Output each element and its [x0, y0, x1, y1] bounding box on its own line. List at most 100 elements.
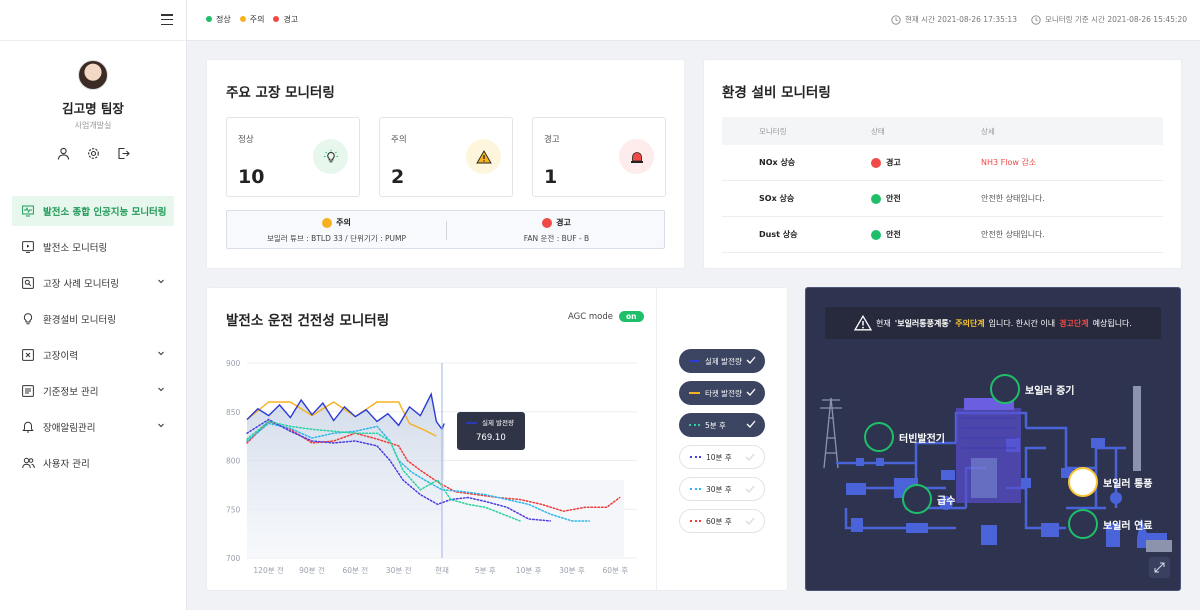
fuel-icon	[1068, 509, 1098, 539]
diagram-label-boiler-draft[interactable]: 보일러 통풍	[1068, 467, 1152, 497]
col-header: 상세	[981, 126, 995, 136]
y-tick-label: 800	[226, 457, 241, 466]
diagram-label-feedwater[interactable]: 급수	[902, 484, 955, 514]
col-header: 상태	[871, 126, 885, 136]
fault-summary-warning[interactable]: 경고 FAN 운전 : BUF - B	[447, 211, 666, 250]
siren-icon	[619, 139, 654, 174]
series-toggle-0[interactable]: 실제 발전량	[679, 349, 765, 373]
health-chart[interactable]: 900 850 800 750 700 120분 전 90분 전 60분 전 30분 전 현재 5분…	[207, 288, 656, 590]
fault-box-warning[interactable]: 경고 1	[532, 117, 666, 197]
logout-icon[interactable]	[117, 147, 130, 160]
check-icon	[745, 485, 755, 493]
agc-toggle[interactable]: on	[619, 311, 644, 322]
row-status: 안전	[833, 229, 944, 240]
x-tick-label: 5분 후	[475, 566, 496, 575]
chevron-down-icon[interactable]	[157, 385, 165, 393]
sidebar-item-label: 장애알림관리	[43, 423, 96, 434]
fault-box-normal[interactable]: 정상 10	[226, 117, 360, 197]
user-name: 김고명 팀장	[62, 101, 124, 116]
series-toggle-3[interactable]: 10분 후	[679, 445, 765, 469]
table-row[interactable]: NOx 상승 경고 NH3 Flow 감소	[722, 145, 1163, 181]
sidebar-item-fault-case[interactable]: 고장 사례 모니터링	[12, 268, 174, 298]
series-label: 30분 후	[706, 484, 732, 494]
series-swatch	[689, 360, 700, 362]
series-line-5	[246, 420, 621, 512]
fault-title: 주요 고장 모니터링	[226, 85, 335, 101]
row-item: SOx 상승	[759, 194, 795, 203]
table-row[interactable]: SOx 상승 안전 안전한 상태입니다.	[722, 181, 1163, 217]
warning-face-icon	[542, 217, 553, 228]
current-time: 현재 시간 2021-08-26 17:35:13	[891, 14, 1017, 25]
series-toggle-4[interactable]: 30분 후	[679, 477, 765, 501]
chevron-down-icon[interactable]	[157, 349, 165, 357]
row-item: Dust 상승	[759, 230, 798, 239]
fault-box-count: 1	[544, 166, 558, 188]
fault-summary-caution[interactable]: 주의 보일러 튜브 : BTLD 33 / 단위기기 : PUMP	[227, 211, 446, 250]
legend-caution: 주의	[239, 14, 264, 25]
plant-diagram-card: 현재 '보일러통풍계통' 주의단계 입니다. 한시간 이내 경고단계 예상됩니다…	[806, 288, 1180, 590]
series-label: 60분 후	[706, 516, 732, 526]
tooltip	[457, 412, 525, 450]
topbar: 정상 주의 경고 현재 시간 2021-08-26 17:35:13 모니터링 …	[187, 0, 1200, 41]
sidebar-item-users[interactable]: 사용자 관리	[12, 448, 174, 478]
check-icon	[746, 420, 756, 428]
warning-icon	[854, 315, 873, 331]
tooltip-value: 769.10	[476, 433, 506, 443]
x-tick-label: 60분 전	[342, 565, 368, 575]
sidebar-item-fault-history[interactable]: 고장이력	[12, 340, 174, 370]
agc-label: AGC mode	[568, 311, 613, 322]
fault-box-label: 주의	[391, 135, 407, 145]
fault-box-label: 정상	[238, 135, 254, 145]
series-toggle-2[interactable]: 5분 후	[679, 413, 765, 437]
notice-warn: 경고단계	[1059, 318, 1089, 328]
diagram-label-boiler-fuel[interactable]: 보일러 연료	[1068, 509, 1152, 539]
ops-title: 발전소 운전 건전성 모니터링	[226, 313, 390, 329]
caution-face-icon	[322, 217, 333, 228]
env-title: 환경 설비 모니터링	[722, 85, 831, 101]
lightbulb-icon	[313, 139, 348, 174]
check-icon	[745, 453, 755, 461]
sidebar-item-alarm[interactable]: 장애알림관리	[12, 412, 174, 442]
table-row[interactable]: Dust 상승 안전 안전한 상태입니다.	[722, 217, 1163, 253]
diagram-label-boiler-steam[interactable]: 보일러 증기	[990, 374, 1074, 404]
monitoring-time: 모니터링 기준 시간 2021-08-26 15:45:20	[1031, 14, 1187, 25]
time-info: 현재 시간 2021-08-26 17:35:13 모니터링 기준 시간 202…	[891, 14, 1187, 25]
monitor-wave-icon	[22, 205, 34, 217]
sidebar-item-env-monitoring[interactable]: 환경설비 모니터링	[12, 304, 174, 334]
sidebar-item-label: 환경설비 모니터링	[43, 315, 116, 326]
fault-box-label: 경고	[544, 135, 560, 145]
sidebar-item-plant-monitoring[interactable]: 발전소 모니터링	[12, 232, 174, 262]
sidebar-item-ai-monitoring[interactable]: 발전소 종합 인공지능 모니터링	[12, 196, 174, 226]
sidebar-item-reference-info[interactable]: 기준정보 관리	[12, 376, 174, 406]
users-icon	[22, 457, 35, 469]
diagram-label-turbine[interactable]: 터빈발전기	[864, 422, 945, 452]
fault-summary-detail: FAN 운전 : BUF - B	[523, 234, 590, 243]
sidebar-header	[0, 0, 186, 41]
user-icon[interactable]	[57, 147, 70, 160]
check-icon	[746, 388, 756, 396]
chevron-down-icon[interactable]	[157, 277, 165, 285]
series-swatch	[690, 456, 701, 458]
chevron-down-icon[interactable]	[157, 421, 165, 429]
series-toggle-1[interactable]: 타켓 발전량	[679, 381, 765, 405]
user-profile: 김고명 팀장 사업개발실	[0, 41, 186, 160]
y-tick-label: 850	[226, 408, 241, 417]
fault-box-caution[interactable]: 주의 2	[379, 117, 513, 197]
search-doc-icon	[22, 277, 34, 289]
series-swatch	[690, 520, 701, 522]
row-detail: 안전한 상태입니다.	[981, 194, 1045, 203]
check-icon	[745, 517, 755, 525]
gear-icon[interactable]	[87, 147, 100, 160]
row-detail: 안전한 상태입니다.	[981, 230, 1045, 239]
fan-icon	[1068, 467, 1098, 497]
series-toggle-5[interactable]: 60분 후	[679, 509, 765, 533]
safe-face-icon	[871, 193, 881, 204]
check-icon	[746, 356, 756, 364]
expand-icon[interactable]	[1149, 557, 1170, 578]
tooltip-series: 실제 발전량	[482, 418, 514, 427]
series-swatch	[690, 488, 701, 490]
row-status: 경고	[833, 157, 944, 168]
row-item: NOx 상승	[759, 158, 796, 167]
menu-icon[interactable]	[161, 14, 173, 25]
